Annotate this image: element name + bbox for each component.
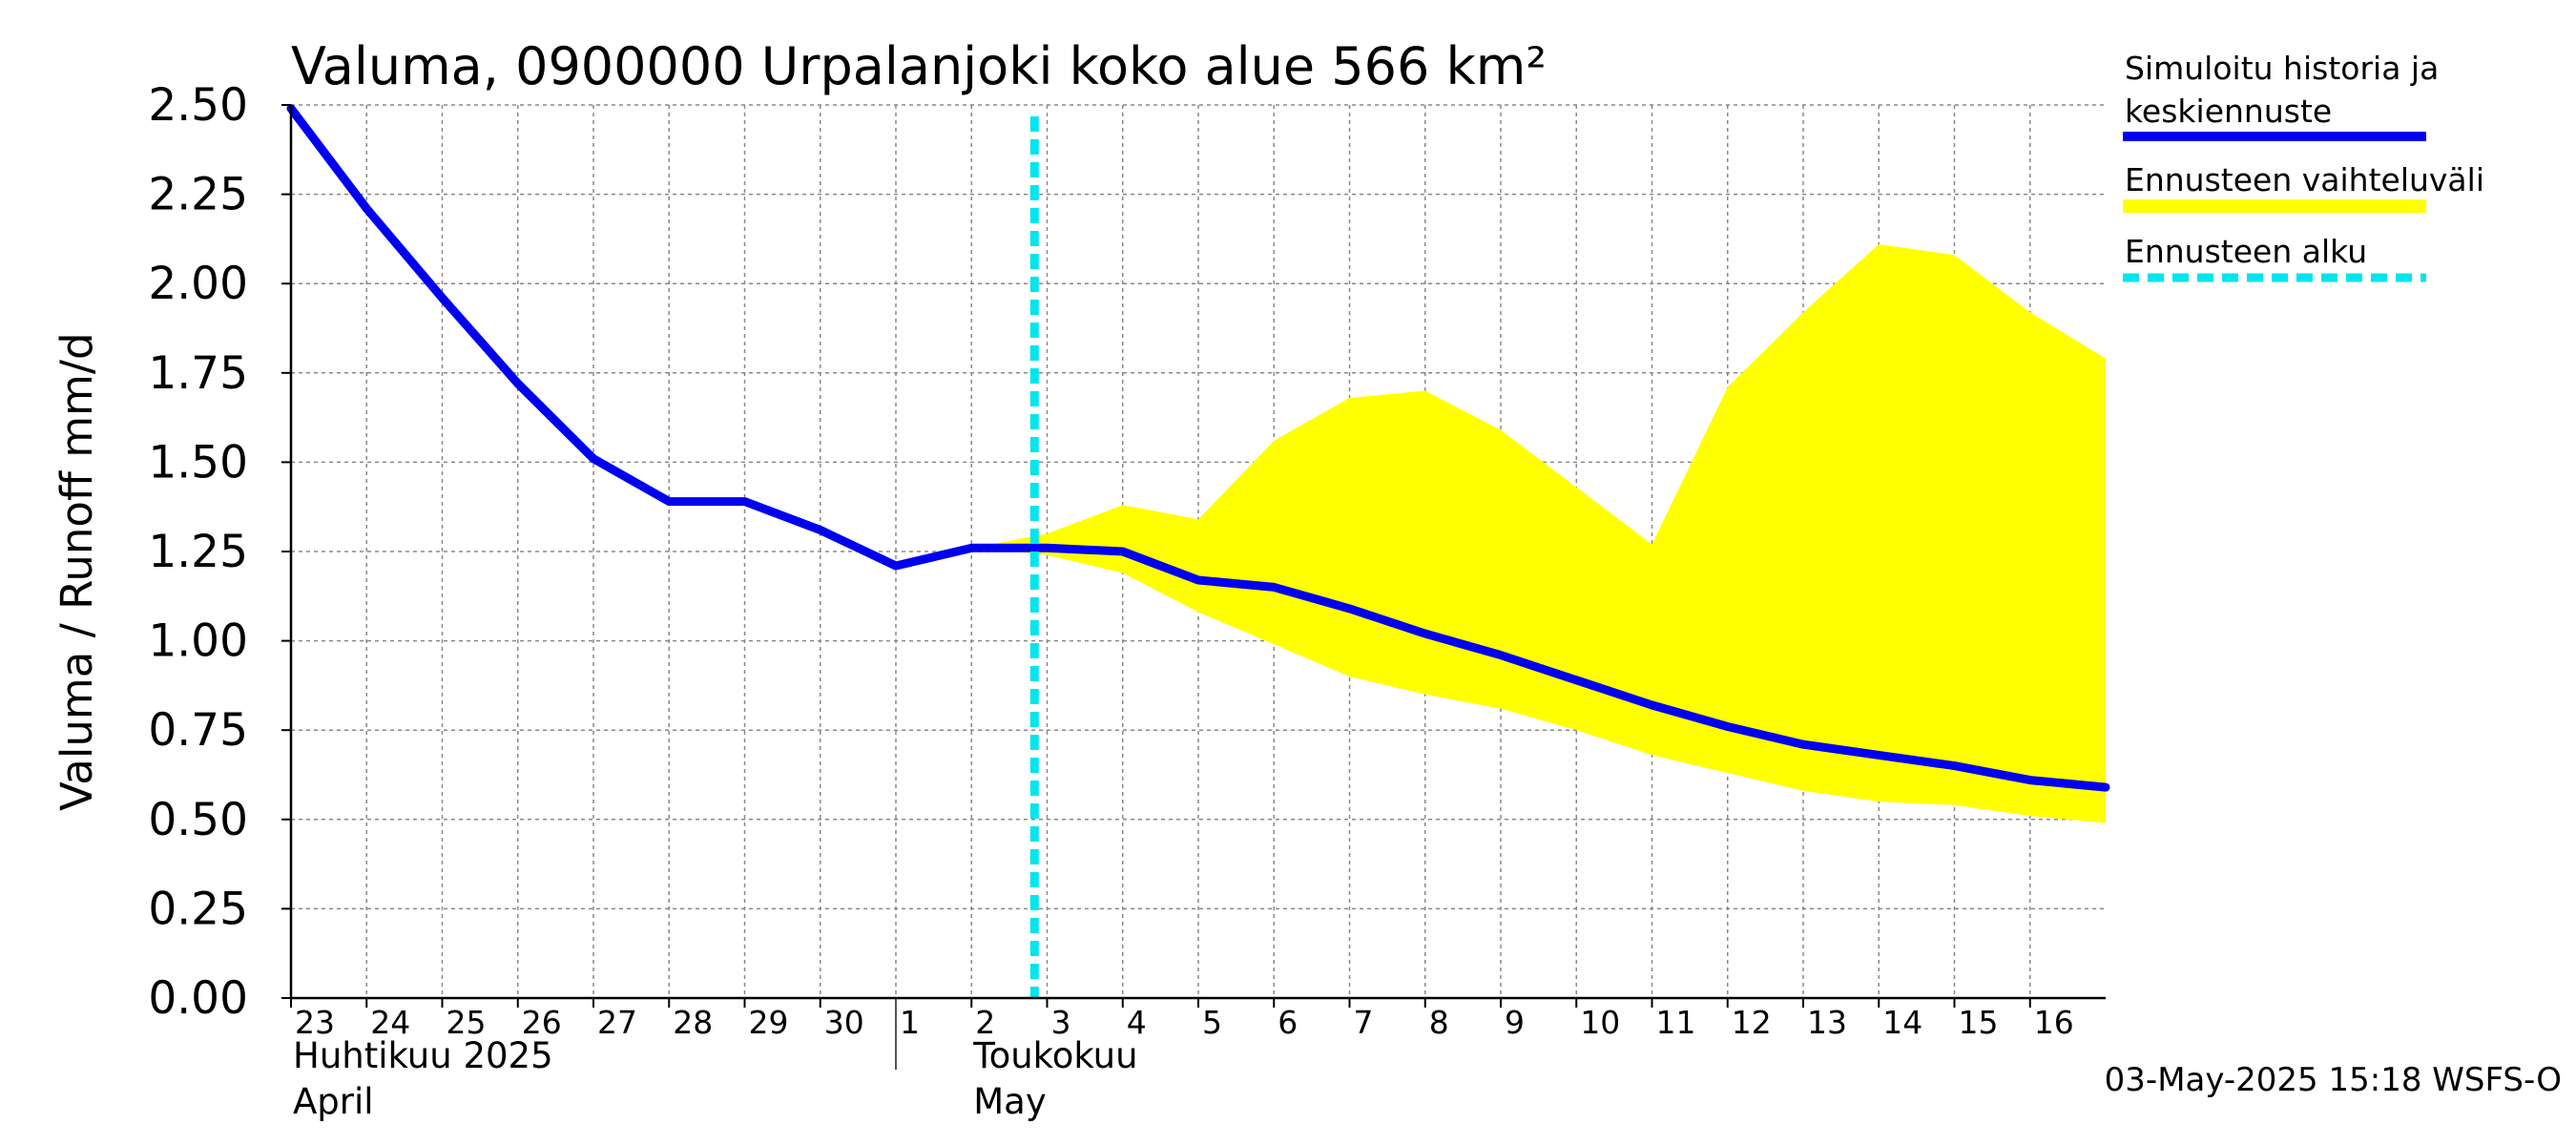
legend-band-label: Ennusteen vaihteluväli <box>2125 161 2484 198</box>
x-tick-label: 26 <box>522 1004 562 1041</box>
month-labels: Huhtikuu 2025 April Toukokuu May <box>293 1035 1138 1122</box>
x-tick-label: 16 <box>2034 1004 2074 1041</box>
x-tick-label: 15 <box>1959 1004 1999 1041</box>
x-tick-label: 10 <box>1580 1004 1620 1041</box>
x-tick-label: 29 <box>749 1004 789 1041</box>
x-tick-label: 7 <box>1354 1004 1374 1041</box>
month-label: Huhtikuu 2025 <box>293 1035 553 1076</box>
y-tick-labels: 0.00 0.25 0.50 0.75 1.00 1.25 1.50 1.75 2.00 2.25… <box>148 79 248 1025</box>
y-axis-label: Valuma / Runoff mm/d <box>52 332 102 811</box>
x-tick-label: 30 <box>824 1004 864 1041</box>
y-tick-label: 0.75 <box>148 704 248 757</box>
legend-series-label-line2: keskiennuste <box>2125 93 2332 130</box>
x-tick-label: 25 <box>447 1004 487 1041</box>
x-tick-label: 9 <box>1505 1004 1525 1041</box>
axes <box>281 104 2106 1070</box>
x-tick-label: 11 <box>1656 1004 1696 1041</box>
y-tick-label: 1.00 <box>148 615 248 668</box>
series-layer <box>286 104 2110 792</box>
y-tick-label: 2.00 <box>148 258 248 310</box>
x-tick-label: 3 <box>1051 1004 1071 1041</box>
x-tick-label: 6 <box>1278 1004 1298 1041</box>
x-tick-label: 8 <box>1429 1004 1449 1041</box>
month-label: Toukokuu <box>972 1035 1137 1076</box>
x-tick-label: 5 <box>1202 1004 1222 1041</box>
x-tick-label: 2 <box>975 1004 995 1041</box>
month-label-en: April <box>293 1081 374 1122</box>
x-tick-label: 4 <box>1127 1004 1147 1041</box>
chart-title: Valuma, 0900000 Urpalanjoki koko alue 56… <box>291 36 1547 96</box>
x-tick-label: 1 <box>900 1004 920 1041</box>
forecast-range-band-layer <box>971 244 2106 823</box>
y-tick-label: 2.25 <box>148 169 248 221</box>
x-tick-label: 27 <box>597 1004 637 1041</box>
x-tick-label: 13 <box>1807 1004 1847 1041</box>
y-tick-label: 0.50 <box>148 794 248 846</box>
footer-timestamp: 03-May-2025 15:18 WSFS-O <box>2105 1061 2562 1099</box>
x-tick-label: 23 <box>295 1004 335 1041</box>
simulated-runoff-line <box>286 104 2110 792</box>
legend-forecast-start-label: Ennusteen alku <box>2125 233 2367 270</box>
legend: Simuloitu historia ja keskiennuste Ennus… <box>2123 50 2484 282</box>
x-tick-label: 24 <box>370 1004 410 1041</box>
y-tick-label: 0.25 <box>148 883 248 935</box>
forecast-range-band <box>971 244 2106 823</box>
x-tick-label: 14 <box>1882 1004 1922 1041</box>
y-tick-label: 1.50 <box>148 436 248 489</box>
y-tick-label: 2.50 <box>148 79 248 132</box>
legend-series-label-line1: Simuloitu historia ja <box>2125 50 2439 87</box>
x-tick-label: 28 <box>673 1004 713 1041</box>
x-tick-label: 12 <box>1732 1004 1772 1041</box>
month-label-en: May <box>973 1081 1047 1122</box>
y-tick-label: 0.00 <box>148 972 248 1025</box>
y-tick-label: 1.25 <box>148 526 248 578</box>
y-tick-label: 1.75 <box>148 347 248 400</box>
x-tick-labels: 23 24 25 26 27 28 29 30 1 2 3 4 5 6 7 8 9 10 11 12 13 14 15 16 <box>295 1004 2074 1041</box>
